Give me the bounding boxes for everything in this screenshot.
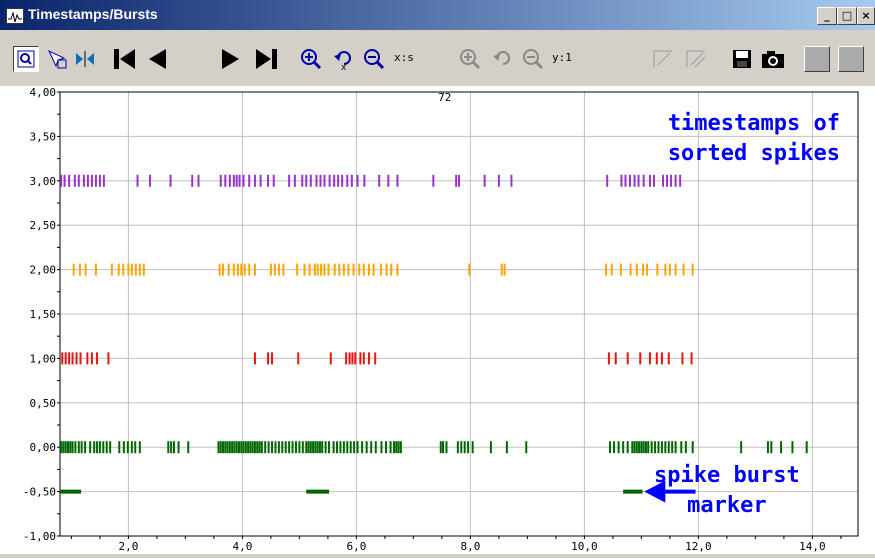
title-bar: Timestamps/Bursts _ □ × (0, 0, 875, 30)
select-tool-button[interactable] (44, 46, 70, 72)
x-scale-label: x:s (394, 51, 414, 64)
zoom-in-y-icon (460, 49, 481, 70)
zoom-in-y-button[interactable] (457, 46, 483, 72)
annotation-timestamps: timestamps of (668, 111, 840, 136)
undo-zoom-y-icon (493, 51, 510, 65)
annotation-timestamps: sorted spikes (668, 141, 840, 166)
save-button[interactable] (729, 46, 755, 72)
gray-toggle-button-1[interactable] (804, 46, 830, 72)
gray-toggle-button-2[interactable] (838, 46, 864, 72)
step-back-icon (149, 49, 166, 69)
x-tick-label: 4,0 (232, 540, 252, 553)
step-forward-icon (222, 49, 239, 69)
zoom-in-x-button[interactable] (298, 46, 324, 72)
x-tick-label: 6,0 (346, 540, 366, 553)
zoom-out-y-button[interactable] (520, 46, 546, 72)
last-page-button[interactable] (254, 46, 280, 72)
dual-cursor-button[interactable] (684, 46, 710, 72)
x-tick-label: 2,0 (118, 540, 138, 553)
zoom-out-x-button[interactable] (361, 46, 387, 72)
y-scale-label: y:1 (552, 51, 572, 64)
window-title: Timestamps/Bursts (28, 6, 158, 22)
y-tick-label: 0,50 (30, 397, 57, 410)
next-page-button[interactable] (218, 46, 244, 72)
zoom-in-icon (301, 49, 322, 70)
toolbar: x x:s y:1 (0, 34, 875, 86)
spike-timestamp-chart: -1,00 -0,50 0,00 0,50 1,00 1,50 2,00 2,50 3,00 3,… (23, 86, 859, 553)
fit-horizontal-icon (76, 51, 94, 67)
zoom-mode-button[interactable] (13, 46, 39, 72)
x-tick-label: 10,0 (571, 540, 598, 553)
reset-zoom-x-button[interactable]: x (330, 46, 356, 72)
reset-zoom-y-button[interactable] (489, 46, 515, 72)
waveform-icon (6, 8, 24, 24)
y-tick-label: 1,00 (30, 352, 57, 365)
y-tick-label: 1,50 (30, 308, 57, 321)
x-tick-label: 14,0 (799, 540, 826, 553)
close-button[interactable]: × (857, 7, 875, 25)
svg-text:x: x (341, 63, 347, 70)
first-page-button[interactable] (111, 46, 137, 72)
measure-cursor-icon (653, 50, 672, 67)
x-tick-label: 8,0 (460, 540, 480, 553)
fit-x-button[interactable] (72, 46, 98, 72)
y-tick-label: 0,00 (30, 441, 57, 454)
skip-last-icon (256, 49, 277, 69)
plot-area: -1,00 -0,50 0,00 0,50 1,00 1,50 2,00 2,50 3,00 3,… (0, 86, 875, 554)
minimize-button[interactable]: _ (817, 7, 837, 25)
undo-zoom-icon: x (334, 51, 351, 70)
x-tick-label: 12,0 (685, 540, 712, 553)
chart-subtitle: 72 (438, 91, 451, 104)
y-tick-label: 2,00 (30, 264, 57, 277)
annotation-burst-marker: marker (687, 493, 766, 518)
magnifier-icon (17, 50, 35, 68)
y-tick-label: 3,50 (30, 130, 57, 143)
y-tick-label: -1,00 (23, 530, 56, 543)
floppy-disk-icon (733, 50, 751, 68)
y-tick-label: 4,00 (30, 86, 57, 99)
skip-first-icon (114, 49, 135, 69)
y-tick-label: -0,50 (23, 486, 56, 499)
zoom-out-icon (364, 49, 385, 70)
maximize-button[interactable]: □ (837, 7, 857, 25)
annotation-arrow-head (644, 480, 666, 503)
cursor-select-icon (47, 49, 67, 69)
y-tick-label: 2,50 (30, 219, 57, 232)
annotation-burst-marker: spike burst (654, 463, 800, 488)
camera-icon (762, 51, 784, 68)
y-tick-label: 3,00 (30, 175, 57, 188)
dual-cursor-icon (686, 50, 706, 68)
snapshot-button[interactable] (760, 46, 786, 72)
zoom-out-y-icon (523, 49, 544, 70)
cursor-tool-button[interactable] (651, 46, 677, 72)
previous-page-button[interactable] (144, 46, 170, 72)
